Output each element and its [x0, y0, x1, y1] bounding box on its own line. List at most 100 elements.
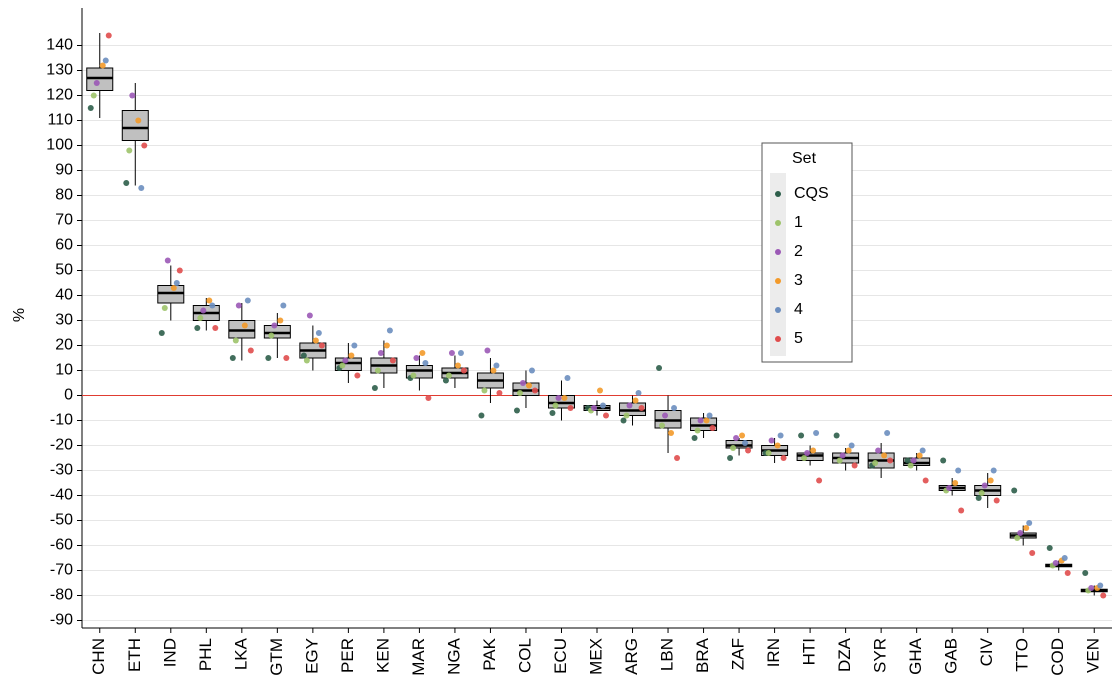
point — [1026, 520, 1033, 526]
legend-label: 5 — [794, 330, 803, 347]
point — [173, 280, 180, 286]
y-tick-label: -40 — [50, 487, 73, 504]
point — [478, 412, 485, 419]
point — [904, 457, 911, 464]
point — [268, 332, 275, 339]
point — [229, 355, 236, 361]
point — [946, 485, 953, 491]
x-tick-label: CIV — [977, 637, 996, 666]
point — [1082, 570, 1089, 576]
point — [635, 390, 642, 396]
point — [745, 447, 752, 454]
point — [161, 305, 168, 311]
x-tick-label: IND — [160, 638, 179, 667]
point — [851, 462, 858, 469]
point — [765, 450, 772, 456]
point — [300, 352, 307, 359]
point — [126, 147, 133, 154]
point — [339, 362, 346, 369]
point — [102, 57, 109, 64]
point — [531, 387, 538, 394]
point — [845, 447, 852, 454]
point — [138, 185, 145, 191]
point — [780, 455, 787, 461]
point — [555, 395, 562, 401]
legend-marker — [775, 278, 781, 284]
point — [164, 257, 171, 264]
point — [1100, 592, 1107, 599]
point — [235, 302, 242, 309]
point — [552, 402, 559, 409]
point — [777, 432, 784, 439]
y-tick-label: 100 — [46, 137, 73, 154]
point — [528, 367, 535, 374]
point — [516, 390, 523, 396]
x-tick-label: SYR — [871, 638, 890, 673]
point — [244, 297, 251, 304]
point — [303, 357, 310, 364]
x-tick-label: GTM — [267, 638, 286, 676]
point — [638, 405, 645, 411]
point — [129, 92, 136, 99]
point — [496, 390, 503, 396]
point — [940, 457, 947, 464]
y-tick-label: 110 — [47, 112, 73, 129]
point — [730, 445, 737, 451]
y-tick-label: 50 — [55, 262, 73, 279]
point — [442, 377, 449, 384]
point — [774, 442, 781, 449]
x-tick-label: PER — [338, 638, 357, 673]
point — [981, 482, 988, 489]
y-tick-label: 80 — [55, 187, 73, 204]
point — [1011, 487, 1018, 494]
point — [519, 380, 526, 386]
point — [801, 455, 808, 461]
point — [454, 362, 461, 369]
legend-marker — [775, 249, 781, 255]
y-tick-label: 40 — [55, 287, 73, 304]
point — [123, 180, 130, 186]
point — [875, 447, 882, 454]
point — [975, 495, 982, 501]
point — [445, 372, 452, 379]
point — [371, 385, 378, 391]
point — [194, 325, 201, 331]
x-tick-label: EGY — [302, 638, 321, 674]
y-tick-label: -60 — [50, 537, 73, 554]
legend-title: Set — [792, 150, 817, 167]
point — [907, 462, 914, 469]
y-tick-label: -90 — [50, 612, 73, 629]
point — [1052, 560, 1059, 566]
point — [952, 480, 959, 486]
x-tick-label: BRA — [693, 637, 712, 673]
point — [158, 330, 165, 336]
point — [813, 430, 820, 436]
point — [561, 395, 568, 401]
point — [816, 477, 823, 484]
point — [922, 477, 929, 484]
x-tick-label: ECU — [551, 638, 570, 674]
x-tick-label: DZA — [835, 637, 854, 672]
point — [135, 117, 142, 124]
point — [377, 350, 384, 356]
point — [798, 432, 805, 439]
legend-label: 2 — [794, 243, 803, 260]
point — [839, 452, 846, 459]
point — [93, 80, 100, 86]
legend-marker — [775, 220, 781, 226]
point — [318, 342, 325, 349]
y-tick-label: 10 — [55, 362, 73, 379]
point — [549, 410, 556, 416]
legend-label: 3 — [794, 272, 803, 289]
point — [383, 342, 390, 349]
point — [513, 407, 520, 414]
point — [804, 450, 811, 456]
point — [958, 507, 965, 514]
point — [1046, 545, 1053, 551]
point — [600, 402, 606, 409]
point — [1064, 570, 1071, 576]
point — [659, 422, 666, 429]
point — [691, 435, 698, 441]
point — [703, 417, 710, 424]
point — [833, 432, 840, 439]
